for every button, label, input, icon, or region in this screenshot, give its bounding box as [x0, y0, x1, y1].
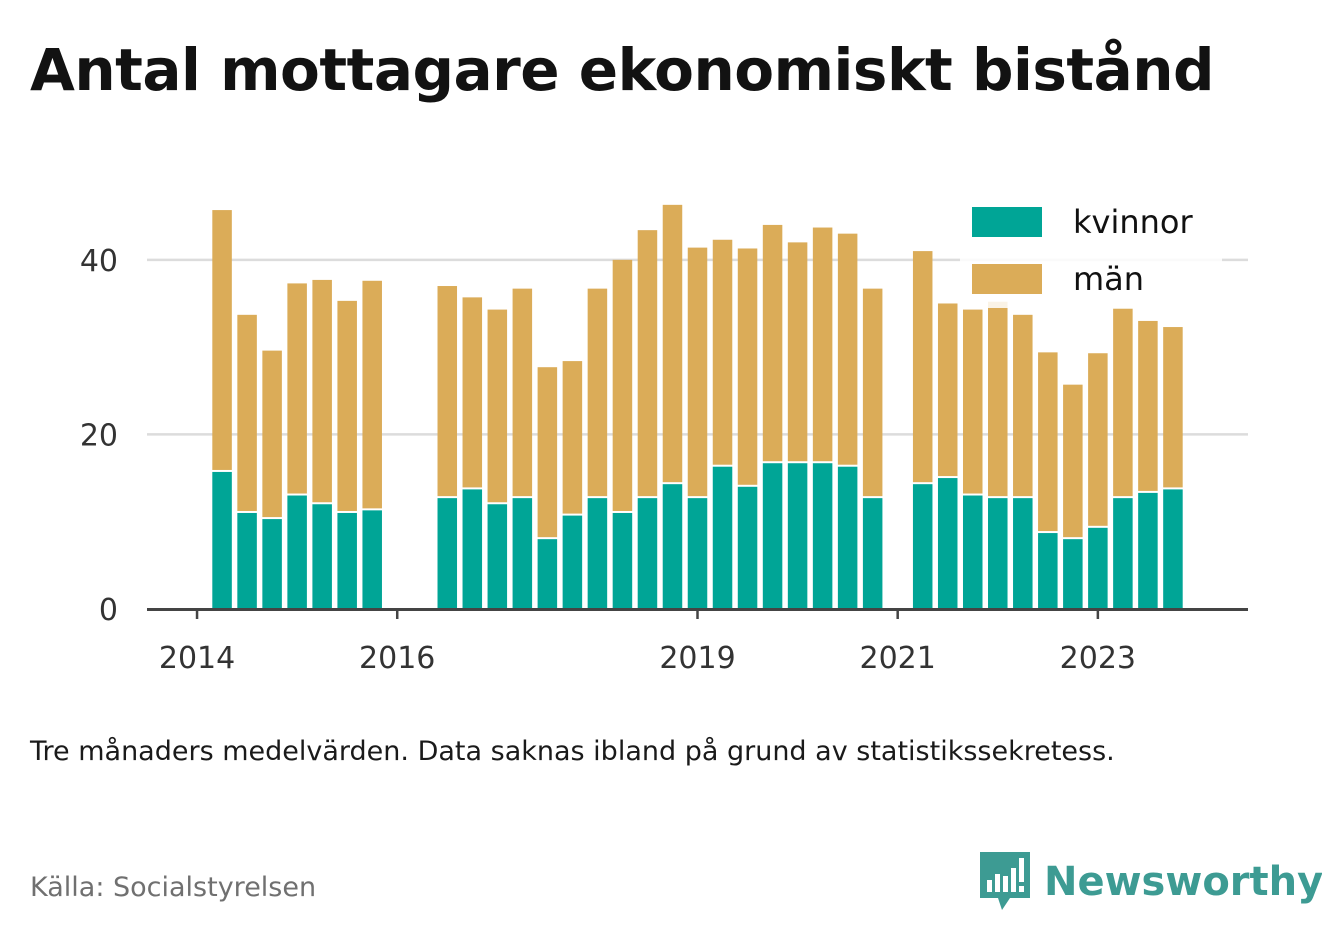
bar-man-4 [312, 279, 332, 503]
bar-man-0 [212, 210, 232, 470]
bar-kvinnor-20 [762, 463, 783, 609]
bar-kvinnor-10 [512, 498, 533, 609]
bar-kvinnor-35 [1163, 489, 1183, 609]
bar-kvinnor-8 [462, 489, 483, 609]
bar-kvinnor-24 [862, 498, 883, 609]
bar-kvinnor-0 [212, 471, 232, 609]
newsworthy-logo[interactable]: Newsworthy [980, 852, 1322, 912]
bar-man-14 [612, 259, 633, 511]
bar-kvinnor-12 [562, 515, 583, 609]
bar-kvinnor-28 [988, 498, 1008, 609]
bar-man-7 [437, 286, 458, 497]
bar-kvinnor-34 [1138, 492, 1158, 609]
bar-man-15 [637, 230, 658, 497]
bar-kvinnor-3 [287, 495, 307, 609]
bar-man-25 [912, 251, 933, 483]
x-tick-label-2019: 2019 [659, 641, 735, 676]
bar-kvinnor-25 [912, 484, 933, 609]
bar-man-29 [1013, 314, 1033, 497]
bar-kvinnor-15 [637, 498, 658, 609]
stacked-bar-chart: 0 20 40 2014 2016 2019 2021 2023 kvinnor män [79, 203, 1248, 676]
bar-man-12 [562, 361, 583, 514]
bar-man-2 [262, 350, 282, 518]
logo-bar-3 [1003, 876, 1008, 892]
bar-kvinnor-6 [362, 510, 382, 609]
bar-kvinnor-9 [487, 504, 508, 609]
bar-man-17 [687, 247, 708, 497]
bar-man-1 [237, 314, 257, 511]
bar-kvinnor-21 [787, 463, 808, 609]
bar-kvinnor-18 [712, 466, 733, 609]
y-tick-label-0: 0 [99, 593, 118, 628]
bar-kvinnor-7 [437, 498, 458, 609]
brand-name: Newsworthy [1044, 859, 1322, 905]
bar-kvinnor-22 [812, 463, 833, 609]
legend-swatch-1 [972, 264, 1042, 294]
bar-man-32 [1088, 353, 1108, 526]
logo-exclaim-bar [1019, 858, 1024, 882]
bar-kvinnor-1 [237, 512, 257, 609]
bar-kvinnor-26 [937, 478, 958, 609]
legend-label-1: män [1073, 260, 1144, 298]
logo-exclaim-dot [1019, 886, 1024, 892]
bar-man-34 [1138, 320, 1158, 491]
bar-kvinnor-17 [687, 498, 708, 609]
bar-man-35 [1163, 327, 1183, 488]
bar-kvinnor-23 [837, 466, 858, 609]
bar-kvinnor-27 [962, 495, 983, 609]
x-tick-label-2016: 2016 [359, 641, 435, 676]
y-tick-label-20: 20 [80, 418, 118, 453]
bar-kvinnor-5 [337, 512, 357, 609]
bar-kvinnor-29 [1013, 498, 1033, 609]
bar-man-10 [512, 288, 533, 497]
bar-man-8 [462, 297, 483, 488]
legend-label-0: kvinnor [1073, 203, 1194, 241]
bar-man-3 [287, 283, 307, 494]
y-tick-label-40: 40 [80, 244, 118, 279]
bar-man-30 [1038, 352, 1058, 532]
x-tick-label-2023: 2023 [1060, 641, 1136, 676]
x-tick-label-2014: 2014 [159, 641, 235, 676]
logo-bar-2 [995, 874, 1000, 892]
bar-kvinnor-32 [1088, 527, 1108, 609]
bar-man-21 [787, 242, 808, 462]
bar-kvinnor-30 [1038, 533, 1058, 609]
bar-man-13 [587, 288, 608, 497]
bar-kvinnor-2 [262, 519, 282, 609]
bar-man-27 [962, 309, 983, 494]
bar-man-18 [712, 239, 733, 465]
bar-man-33 [1113, 308, 1133, 497]
chart-title: Antal mottagare ekonomiskt bistånd [30, 36, 1215, 104]
bar-man-9 [487, 309, 508, 503]
bar-man-23 [837, 233, 858, 465]
bar-man-19 [737, 248, 758, 485]
bar-man-11 [537, 367, 558, 538]
x-tick-label-2021: 2021 [860, 641, 936, 676]
bar-kvinnor-11 [537, 539, 558, 609]
bar-man-16 [662, 204, 683, 483]
legend-swatch-0 [972, 207, 1042, 237]
bar-man-28 [988, 301, 1008, 497]
bar-kvinnor-33 [1113, 498, 1133, 609]
source-credit: Källa: Socialstyrelsen [30, 872, 317, 903]
chart-footnote: Tre månaders medelvärden. Data saknas ib… [30, 736, 1115, 767]
logo-bar-4 [1011, 868, 1016, 892]
bar-man-5 [337, 300, 357, 511]
bar-man-22 [812, 227, 833, 462]
bar-kvinnor-13 [587, 498, 608, 609]
bar-man-24 [862, 288, 883, 497]
bar-kvinnor-14 [612, 512, 633, 609]
newsworthy-chart-icon [980, 852, 1030, 910]
bar-kvinnor-19 [737, 486, 758, 609]
bar-man-6 [362, 280, 382, 509]
bar-man-31 [1063, 384, 1083, 538]
bar-man-26 [937, 303, 958, 477]
bar-man-20 [762, 224, 783, 462]
bar-kvinnor-4 [312, 504, 332, 609]
logo-bar-1 [987, 880, 992, 892]
bar-kvinnor-16 [662, 484, 683, 609]
bar-kvinnor-31 [1063, 539, 1083, 609]
